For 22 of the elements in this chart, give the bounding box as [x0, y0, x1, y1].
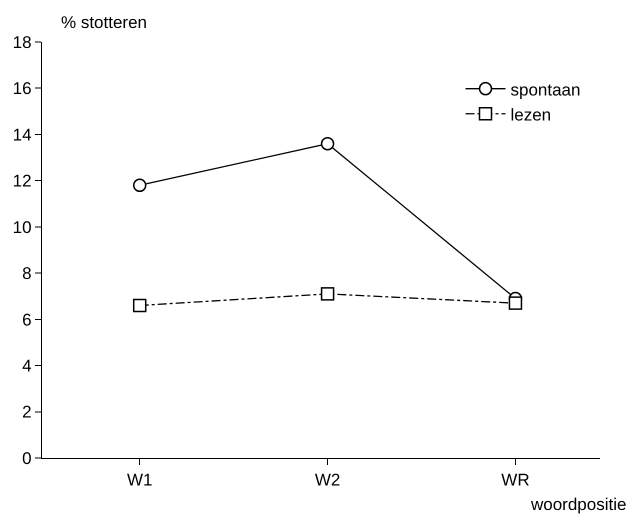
point: [508, 296, 522, 310]
x-tick-label: WR: [501, 470, 530, 490]
y-tick-label: 6: [22, 310, 32, 330]
y-tick-label: 2: [22, 402, 32, 422]
point: [132, 178, 146, 192]
point: [320, 136, 334, 150]
legend-label: lezen: [510, 105, 552, 124]
point: [132, 298, 146, 312]
x-tick-label: W1: [126, 470, 152, 490]
x-tick-label: W2: [314, 470, 340, 490]
y-tick-label: 8: [22, 264, 32, 284]
y-axis-title: % stotteren: [61, 13, 147, 32]
x-axis-title: woordpositie: [530, 495, 626, 514]
y-tick-label: 18: [12, 32, 32, 52]
y-tick-label: 0: [22, 448, 32, 468]
y-tick-label: 16: [12, 79, 32, 98]
y-tick-label: 4: [22, 356, 32, 376]
legend-label: spontaan: [510, 80, 580, 100]
y-tick-label: 12: [12, 172, 32, 191]
y-tick-label: 10: [12, 218, 32, 237]
point: [320, 287, 334, 301]
y-tick-label: 14: [12, 125, 32, 144]
